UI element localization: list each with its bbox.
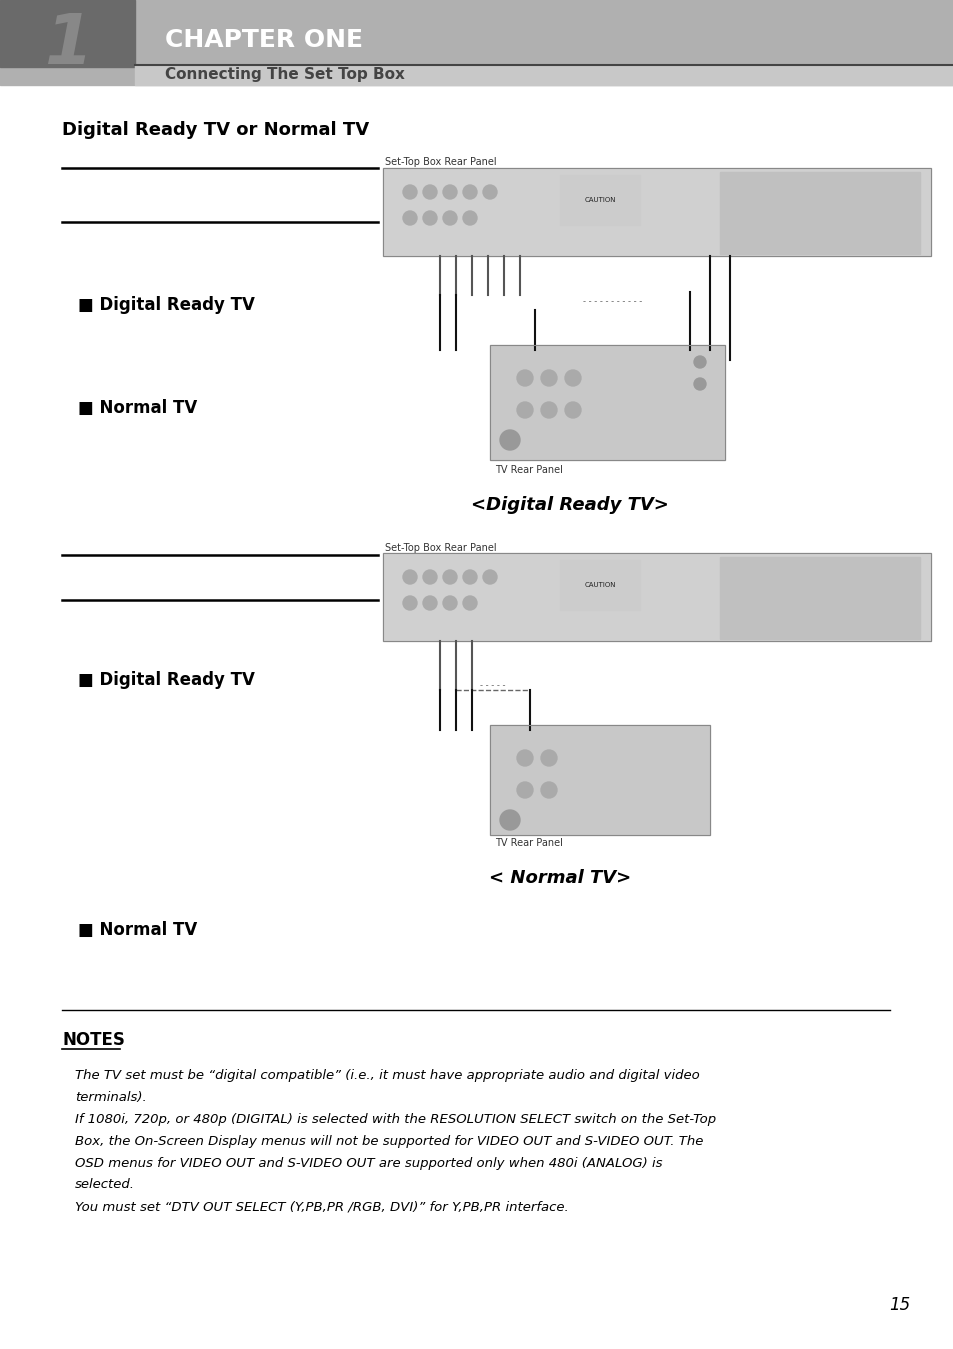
Text: CAUTION: CAUTION	[583, 581, 615, 588]
Circle shape	[462, 185, 476, 200]
Circle shape	[462, 210, 476, 225]
Text: 15: 15	[888, 1296, 910, 1314]
Bar	[490, 724, 709, 835]
Text: Connecting The Set Top Box: Connecting The Set Top Box	[165, 67, 404, 82]
Bar	[720, 557, 919, 639]
Circle shape	[402, 596, 416, 610]
Circle shape	[422, 596, 436, 610]
Bar	[490, 345, 724, 460]
Circle shape	[442, 596, 456, 610]
Circle shape	[402, 210, 416, 225]
Bar	[0, 0, 953, 85]
Bar	[0, 0, 135, 67]
Text: TV Rear Panel: TV Rear Panel	[495, 838, 562, 849]
Bar	[382, 553, 930, 641]
Bar	[490, 724, 709, 835]
Circle shape	[422, 185, 436, 200]
Circle shape	[693, 356, 705, 368]
Circle shape	[422, 571, 436, 584]
Circle shape	[422, 210, 436, 225]
Circle shape	[442, 210, 456, 225]
Bar	[535, 291, 689, 310]
Text: CAUTION: CAUTION	[583, 197, 615, 202]
Circle shape	[462, 596, 476, 610]
Text: CHAPTER ONE: CHAPTER ONE	[165, 28, 363, 53]
Text: Digital Ready TV or Normal TV: Digital Ready TV or Normal TV	[62, 121, 369, 139]
Circle shape	[540, 370, 557, 386]
Bar	[559, 175, 639, 225]
Circle shape	[462, 571, 476, 584]
Circle shape	[564, 370, 580, 386]
Text: ■ Digital Ready TV: ■ Digital Ready TV	[78, 295, 254, 314]
Circle shape	[402, 571, 416, 584]
Text: 1: 1	[44, 11, 92, 77]
Text: < Normal TV>: < Normal TV>	[488, 869, 631, 888]
Text: TV Rear Panel: TV Rear Panel	[495, 465, 562, 475]
Circle shape	[442, 571, 456, 584]
Text: ■ Normal TV: ■ Normal TV	[78, 921, 197, 939]
Circle shape	[499, 809, 519, 830]
Bar	[382, 553, 930, 641]
Circle shape	[442, 185, 456, 200]
Text: selected.: selected.	[75, 1179, 135, 1191]
Text: OSD menus for VIDEO OUT and S-VIDEO OUT are supported only when 480i (ANALOG) is: OSD menus for VIDEO OUT and S-VIDEO OUT …	[75, 1156, 661, 1170]
Text: - - - - -: - - - - -	[479, 680, 505, 689]
Bar	[559, 560, 639, 610]
Circle shape	[402, 185, 416, 200]
Circle shape	[540, 750, 557, 766]
Bar	[720, 173, 919, 254]
Text: ■ Digital Ready TV: ■ Digital Ready TV	[78, 670, 254, 689]
Circle shape	[482, 571, 497, 584]
Circle shape	[499, 430, 519, 451]
Circle shape	[517, 750, 533, 766]
Circle shape	[693, 378, 705, 390]
Text: <Digital Ready TV>: <Digital Ready TV>	[471, 496, 668, 514]
Bar	[135, 65, 953, 85]
Circle shape	[482, 185, 497, 200]
Text: Set-Top Box Rear Panel: Set-Top Box Rear Panel	[385, 156, 497, 167]
Bar	[382, 169, 930, 256]
Circle shape	[564, 402, 580, 418]
Text: Set-Top Box Rear Panel: Set-Top Box Rear Panel	[385, 544, 497, 553]
Text: NOTES: NOTES	[62, 1031, 125, 1050]
Text: The TV set must be “digital compatible” (i.e., it must have appropriate audio an: The TV set must be “digital compatible” …	[75, 1068, 699, 1082]
Text: You must set “DTV OUT SELECT (Y,PB,PR /RGB, DVI)” for Y,PB,PR interface.: You must set “DTV OUT SELECT (Y,PB,PR /R…	[75, 1201, 568, 1214]
Bar	[382, 169, 930, 256]
Text: - - - - - - - - - - -: - - - - - - - - - - -	[583, 297, 642, 305]
Circle shape	[540, 782, 557, 799]
Text: ■ Normal TV: ■ Normal TV	[78, 399, 197, 417]
Circle shape	[517, 370, 533, 386]
Circle shape	[517, 782, 533, 799]
Circle shape	[517, 402, 533, 418]
Text: If 1080i, 720p, or 480p (DIGITAL) is selected with the RESOLUTION SELECT switch : If 1080i, 720p, or 480p (DIGITAL) is sel…	[75, 1113, 716, 1125]
Circle shape	[540, 402, 557, 418]
Text: Box, the On-Screen Display menus will not be supported for VIDEO OUT and S-VIDEO: Box, the On-Screen Display menus will no…	[75, 1135, 702, 1148]
Bar	[490, 345, 724, 460]
Text: terminals).: terminals).	[75, 1090, 147, 1103]
